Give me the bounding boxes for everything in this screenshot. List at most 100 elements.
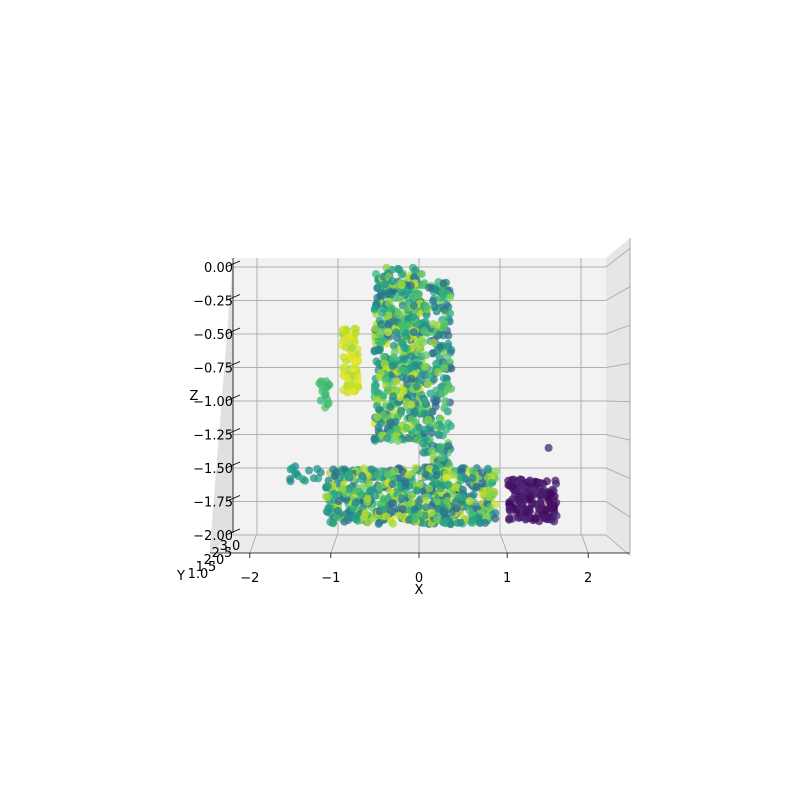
scatter-point [404, 434, 413, 443]
scatter-point [407, 492, 416, 501]
scatter-point [424, 283, 433, 292]
z-tick-label: −0.75 [193, 362, 233, 377]
x-tick-label: −1 [321, 571, 340, 586]
scatter-point [377, 338, 386, 346]
scatter-point [348, 344, 357, 353]
scatter-point [334, 507, 343, 516]
scatter-point [353, 356, 362, 365]
scatter-point [377, 467, 386, 476]
scatter-point [432, 396, 441, 405]
scatter-point [406, 281, 415, 290]
scatter-point [371, 492, 380, 500]
scatter-point [437, 422, 446, 431]
scatter-point [409, 515, 418, 524]
scatter-point [301, 476, 309, 485]
scatter-point [373, 413, 382, 421]
z-axis-label: Z [190, 389, 199, 404]
scatter-point [383, 434, 392, 443]
scatter-point [443, 474, 452, 482]
scatter-point [323, 483, 332, 492]
scatter-point [386, 403, 395, 412]
y-tick-label: 3.0 [220, 539, 241, 554]
scatter-point [469, 490, 478, 499]
scatter-point [394, 511, 403, 520]
scatter-point [432, 479, 441, 488]
scatter-point [329, 465, 338, 474]
scatter-point [388, 286, 397, 295]
scatter-point [509, 475, 518, 484]
scatter-point [531, 500, 540, 509]
y-axis-label: Y [176, 569, 185, 584]
z-tick-label: −0.50 [193, 328, 233, 343]
scatter-point [491, 500, 500, 509]
scatter-point [349, 337, 358, 346]
scatter-point [377, 419, 385, 428]
scatter-point [345, 381, 354, 390]
z-side-grid-line [605, 324, 631, 335]
scatter-point [341, 343, 350, 352]
scatter-point [411, 266, 420, 275]
x-tick-label: 1 [503, 571, 511, 586]
scatter-point [352, 515, 361, 524]
scatter-point [396, 365, 405, 374]
scatter-point [483, 473, 492, 482]
scatter-point [482, 486, 491, 495]
scatter-point [353, 373, 362, 381]
scatter-point [351, 498, 360, 507]
scatter-point [422, 351, 431, 360]
scatter-point [389, 341, 398, 350]
z-side-grid-line [605, 286, 631, 301]
scatter-point [410, 409, 419, 417]
scatter-point [419, 448, 428, 457]
scatter-point [431, 285, 440, 294]
scatter-point [440, 363, 449, 372]
z-tick-label: −1.25 [193, 429, 233, 444]
scatter-point [370, 434, 379, 443]
scatter-point [544, 443, 553, 452]
scatter-point [389, 499, 398, 508]
x-floor-grid-line [249, 532, 258, 554]
scatter-point [525, 504, 534, 513]
scatter-point [397, 279, 406, 288]
z-tick-label: −2.00 [193, 529, 233, 544]
scatter-point [357, 490, 366, 499]
scatter-point [314, 474, 323, 483]
scatter-point [465, 497, 474, 505]
scatter-point [370, 347, 379, 356]
scatter-point [456, 472, 465, 481]
scatter-point [398, 467, 407, 476]
scatter-point [509, 482, 518, 491]
z-side-grid-line [605, 362, 631, 368]
scatter-point [363, 498, 372, 507]
scatter-point [523, 514, 532, 523]
scatter-point [388, 362, 397, 371]
scatter-point [475, 517, 484, 526]
scatter-point [402, 398, 411, 407]
ticks-layer: −2 −1 0 1 2 0.00 −0.25 −0.50 −0.75 −1.00 −1.25 −1.5… [188, 238, 631, 586]
scatter-point [552, 511, 561, 520]
scatter-point [490, 488, 499, 497]
scatter-point [397, 494, 406, 503]
scatter-point [392, 328, 401, 337]
scatter-point [330, 472, 339, 481]
scatter-point [427, 509, 436, 517]
scatter-point [339, 363, 348, 372]
scatter-point [286, 475, 295, 483]
scatter-point [342, 373, 351, 382]
scatter-point [434, 368, 443, 377]
scatter-point [410, 272, 419, 281]
scatter-point [396, 474, 405, 483]
scatter-point [428, 446, 437, 455]
scatter-point [491, 467, 500, 476]
x-floor-grid-line [499, 532, 508, 554]
scatter-point [414, 502, 423, 511]
scatter-point [491, 509, 500, 517]
scatter-point [456, 518, 465, 527]
scatter-point [421, 317, 430, 326]
scatter-point [409, 328, 418, 337]
scatter-point [472, 482, 481, 491]
scatter-point [322, 492, 330, 501]
scatter-point [440, 506, 449, 515]
scatter-point [434, 430, 443, 439]
scatter-point [373, 401, 381, 410]
